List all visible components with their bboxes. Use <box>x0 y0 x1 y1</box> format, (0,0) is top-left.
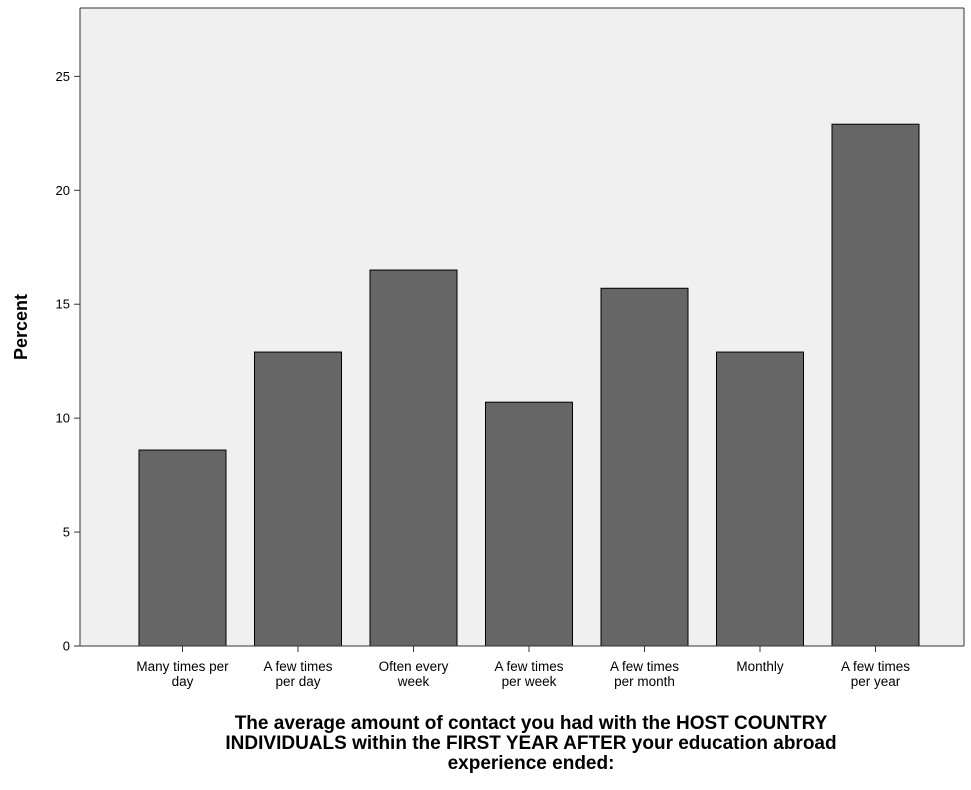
y-tick-label: 5 <box>63 525 70 540</box>
x-tick-label: day <box>172 674 194 689</box>
y-tick-label: 20 <box>56 183 70 198</box>
x-axis-title: The average amount of contact you had wi… <box>225 713 836 774</box>
bar <box>369 269 458 647</box>
y-axis-title: Percent <box>11 294 31 360</box>
x-tick-label: Many times per <box>136 659 229 674</box>
x-tick-label: per month <box>614 674 675 689</box>
x-axis-title-line: experience ended: <box>448 753 615 774</box>
bar <box>716 351 804 647</box>
y-tick-label: 15 <box>56 297 70 312</box>
y-axis: 0 5 10 15 20 25 <box>56 69 80 654</box>
bar <box>138 449 227 647</box>
x-axis-title-line: The average amount of contact you had wi… <box>235 713 828 734</box>
bar <box>831 123 920 647</box>
x-tick-label: A few times <box>841 659 910 674</box>
bar <box>485 401 573 647</box>
x-tick-label: week <box>397 674 430 689</box>
bar <box>254 351 342 647</box>
x-tick-label: Monthly <box>736 659 784 674</box>
x-axis-title-line: INDIVIDUALS within the FIRST YEAR AFTER … <box>225 733 836 754</box>
y-tick-label: 0 <box>63 639 70 654</box>
x-tick-label: Often every <box>379 659 449 674</box>
bar <box>600 287 689 647</box>
x-tick-label: A few times <box>610 659 679 674</box>
bars <box>138 123 920 647</box>
y-tick-label: 25 <box>56 69 70 84</box>
x-tick-label: A few times <box>263 659 332 674</box>
x-tick-label: per day <box>275 674 320 689</box>
x-tick-label: per year <box>851 674 901 689</box>
y-tick-label: 10 <box>56 411 70 426</box>
x-tick-label: A few times <box>494 659 563 674</box>
x-tick-label: per week <box>502 674 557 689</box>
